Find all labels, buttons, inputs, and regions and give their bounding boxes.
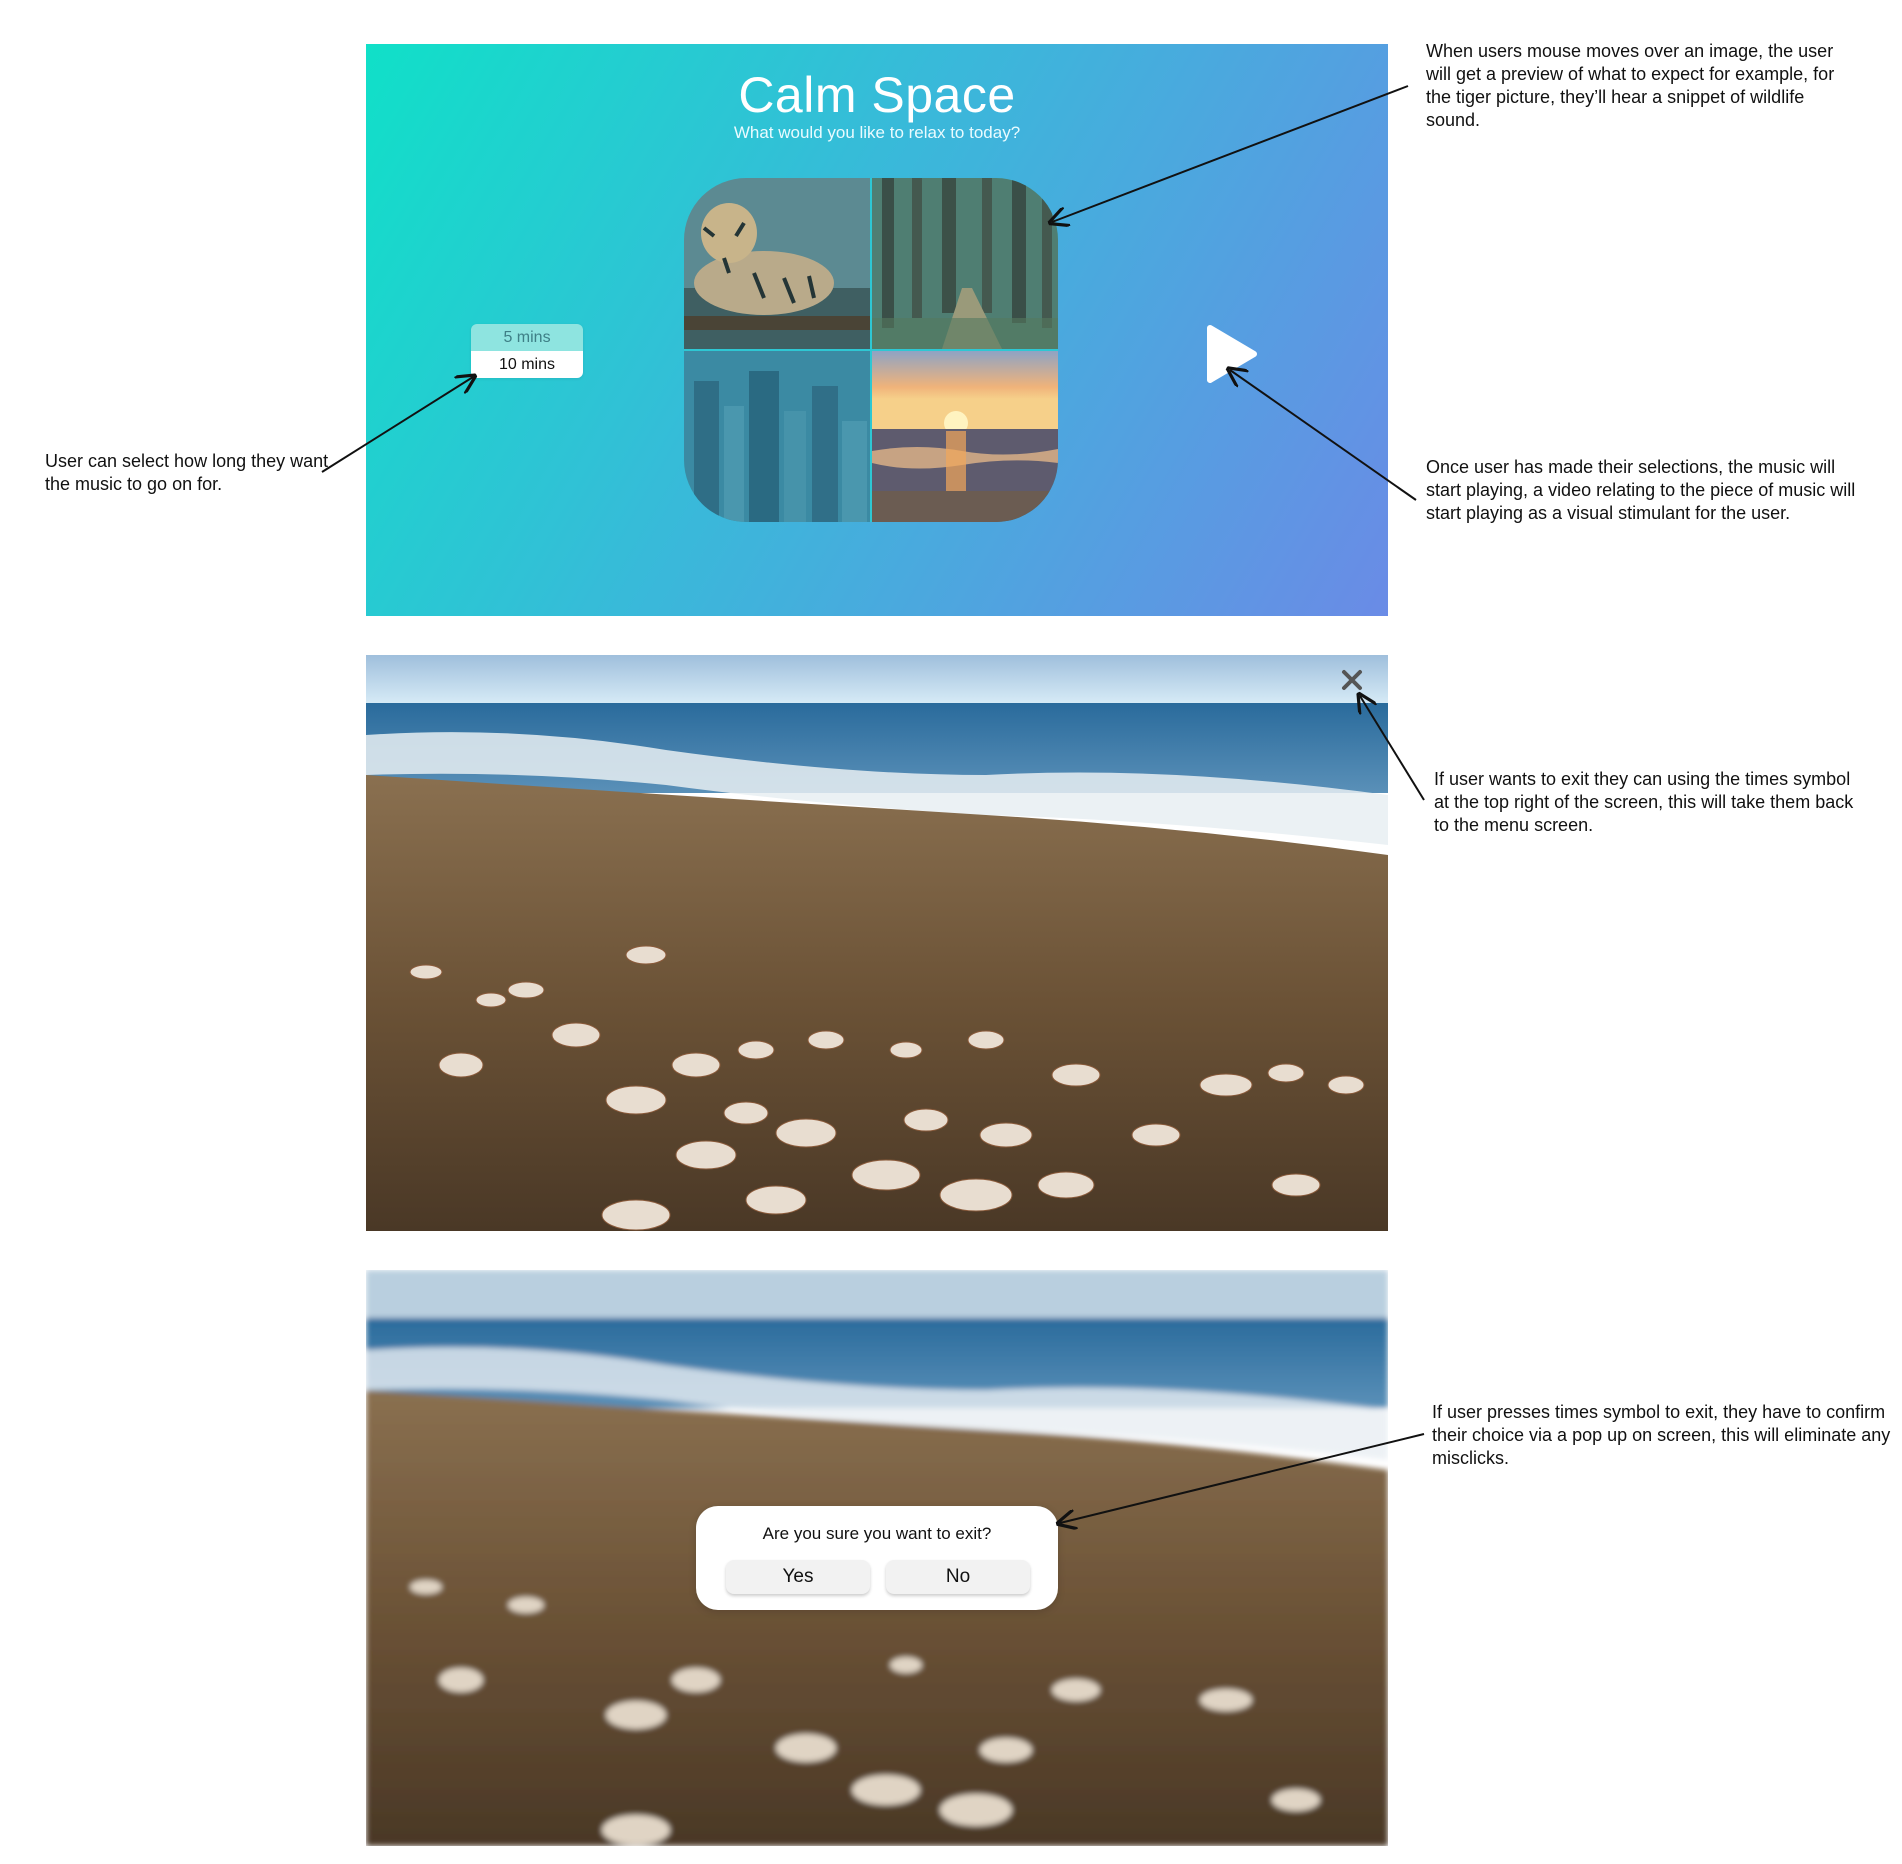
app-subtitle: What would you like to relax to today? bbox=[733, 123, 1021, 142]
close-icon[interactable] bbox=[1339, 667, 1365, 693]
beach-video bbox=[366, 655, 1388, 1231]
exit-question: Are you sure you want to exit? bbox=[762, 1524, 992, 1543]
note-hover-preview: When users mouse moves over an image, th… bbox=[1426, 41, 1835, 130]
shells bbox=[409, 945, 1365, 1231]
duration-selector[interactable]: 5 mins 10 mins bbox=[471, 324, 583, 378]
note-confirm-exit: If user presses times symbol to exit, th… bbox=[1432, 1402, 1891, 1468]
tile-city[interactable] bbox=[684, 351, 870, 522]
exit-dialog: Are you sure you want to exit? Yes No bbox=[696, 1506, 1058, 1610]
forest-image bbox=[872, 178, 1058, 349]
player-screen bbox=[366, 655, 1388, 1231]
no-button[interactable]: No bbox=[886, 1560, 1030, 1594]
tile-tiger[interactable] bbox=[684, 178, 870, 349]
app-title: Calm Space bbox=[738, 67, 1016, 123]
note-duration-select: User can select how long they want the m… bbox=[45, 451, 329, 494]
city-image bbox=[684, 351, 870, 522]
duration-option[interactable]: 5 mins bbox=[471, 324, 583, 351]
menu-screen: Calm Space What would you like to relax … bbox=[366, 44, 1388, 616]
duration-option-selected[interactable]: 10 mins bbox=[471, 351, 583, 378]
tiger-image bbox=[684, 178, 870, 349]
scene-grid bbox=[684, 178, 1058, 522]
tile-forest[interactable] bbox=[872, 178, 1058, 349]
note-play-start: Once user has made their selections, the… bbox=[1426, 457, 1856, 523]
play-icon[interactable] bbox=[1204, 324, 1260, 384]
sunset-image bbox=[872, 351, 1058, 522]
tile-sunset[interactable] bbox=[872, 351, 1058, 522]
exit-confirm-screen: Are you sure you want to exit? Yes No bbox=[366, 1270, 1388, 1846]
note-exit-times: If user wants to exit they can using the… bbox=[1434, 769, 1854, 835]
yes-button[interactable]: Yes bbox=[726, 1560, 870, 1594]
